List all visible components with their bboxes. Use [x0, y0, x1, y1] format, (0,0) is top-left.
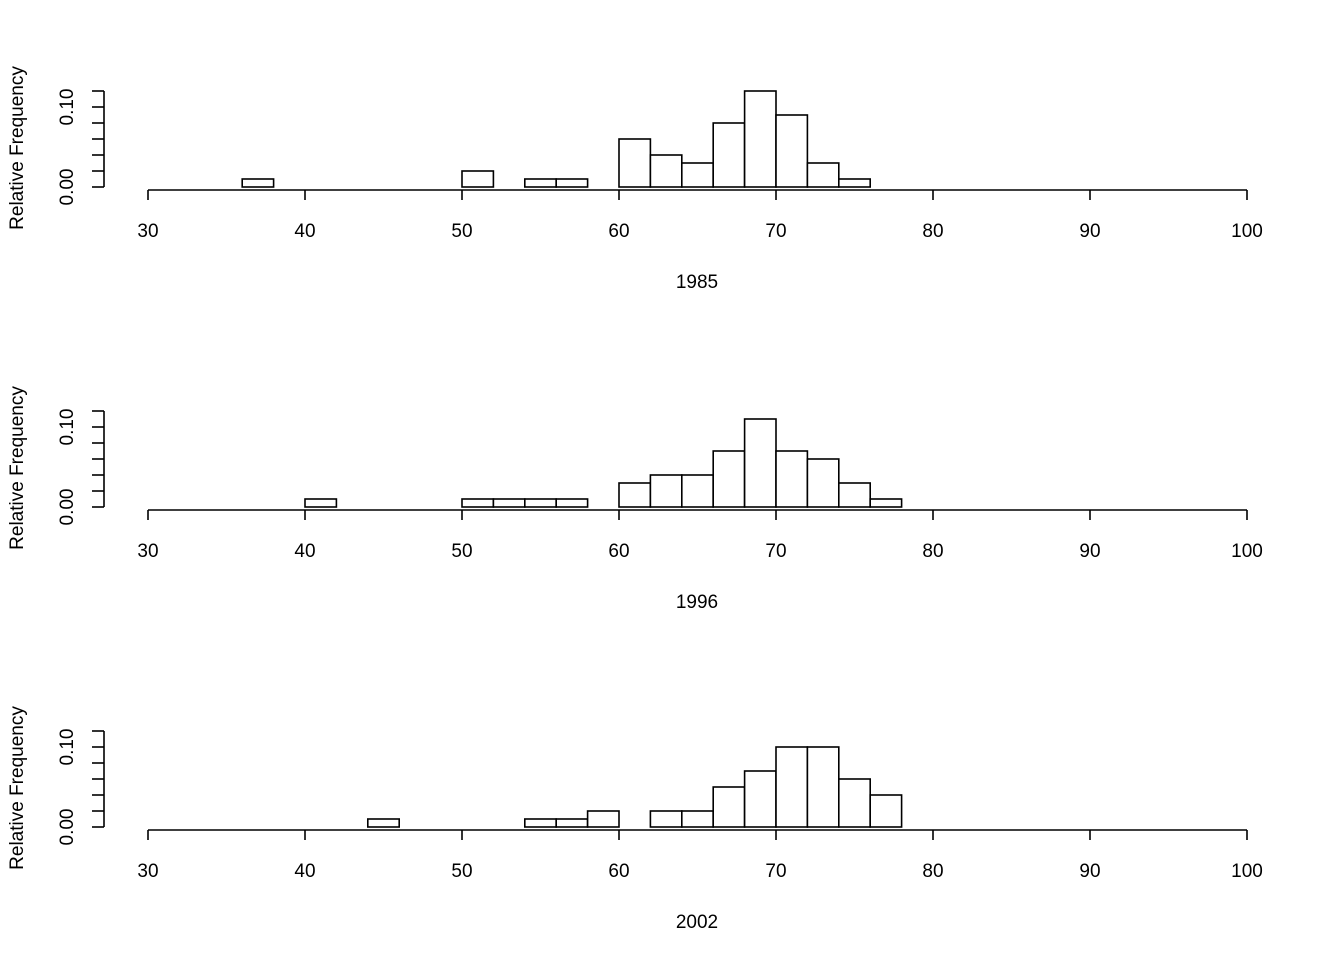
histogram-bar — [555, 178, 589, 188]
histogram-bar — [241, 178, 275, 188]
histogram-bar — [743, 90, 777, 188]
histogram-bar — [649, 810, 683, 828]
x-tick-label: 90 — [1079, 541, 1100, 562]
x-axis-title: 1985 — [676, 272, 718, 293]
histogram-bar — [743, 418, 777, 508]
x-tick-label: 40 — [294, 861, 315, 882]
x-tick-label: 80 — [922, 221, 943, 242]
histogram-bar — [806, 162, 840, 188]
y-tick-label: 0.00 — [57, 169, 78, 206]
histogram-bar — [837, 482, 871, 508]
histogram-bar — [837, 778, 871, 828]
y-tick-label: 0.10 — [57, 409, 78, 446]
panel: 30 40 50 60 70 80 90 100 0.00 0.10 Relative Freque… — [7, 386, 1263, 613]
y-axis-title: Relative Frequency — [7, 66, 28, 230]
x-tick-label: 100 — [1231, 861, 1263, 882]
panel: 30 40 50 60 70 80 90 100 0.00 0.10 Relative Freque… — [7, 706, 1263, 933]
histogram-bar — [649, 474, 683, 508]
histogram-bar — [680, 810, 714, 828]
histogram-bar — [869, 498, 903, 508]
histogram-bar — [461, 170, 495, 188]
x-tick-label: 50 — [451, 221, 472, 242]
x-tick-label: 80 — [922, 861, 943, 882]
x-tick-label: 30 — [137, 541, 158, 562]
x-axis-title: 2002 — [676, 912, 718, 933]
histogram-bar — [743, 770, 777, 828]
x-tick-label: 70 — [765, 541, 786, 562]
x-tick-label: 50 — [451, 861, 472, 882]
histogram-bar — [523, 818, 557, 828]
x-tick-label: 80 — [922, 541, 943, 562]
histogram-bar — [806, 746, 840, 828]
histogram-bar — [492, 498, 526, 508]
histogram-bar — [775, 450, 809, 508]
histogram-bar — [869, 794, 903, 828]
x-tick-label: 90 — [1079, 861, 1100, 882]
x-tick-label: 30 — [137, 221, 158, 242]
histogram-bar — [712, 122, 746, 188]
panel: 30 40 50 60 70 80 90 100 0.00 0.10 Relative Freque… — [7, 66, 1263, 293]
x-tick-label: 70 — [765, 861, 786, 882]
histogram-bar — [837, 178, 871, 188]
x-tick-label: 30 — [137, 861, 158, 882]
y-tick-label: 0.10 — [57, 89, 78, 126]
histogram-bar — [618, 138, 652, 188]
histogram-bar — [523, 498, 557, 508]
histogram-bar — [523, 178, 557, 188]
histogram-bar — [680, 474, 714, 508]
y-axis-title: Relative Frequency — [7, 386, 28, 550]
x-tick-label: 70 — [765, 221, 786, 242]
y-tick-label: 0.10 — [57, 729, 78, 766]
histogram-bar — [366, 818, 400, 828]
histogram-bar — [618, 482, 652, 508]
histogram-bar — [304, 498, 338, 508]
histogram-bar — [680, 162, 714, 188]
x-tick-label: 60 — [608, 541, 629, 562]
histogram-bar — [649, 154, 683, 188]
x-axis-title: 1996 — [676, 592, 718, 613]
x-tick-label: 40 — [294, 221, 315, 242]
histogram-bar — [775, 746, 809, 828]
y-tick-label: 0.00 — [57, 809, 78, 846]
histogram-bar — [775, 114, 809, 188]
y-tick-label: 0.00 — [57, 489, 78, 526]
x-tick-label: 50 — [451, 541, 472, 562]
x-tick-label: 90 — [1079, 221, 1100, 242]
x-tick-label: 40 — [294, 541, 315, 562]
x-tick-label: 100 — [1231, 541, 1263, 562]
histogram-bar — [461, 498, 495, 508]
x-tick-label: 60 — [608, 861, 629, 882]
histogram-bar — [555, 498, 589, 508]
histogram-bar — [555, 818, 589, 828]
histogram-bar — [806, 458, 840, 508]
x-tick-label: 60 — [608, 221, 629, 242]
histogram-bar — [712, 786, 746, 828]
x-tick-label: 100 — [1231, 221, 1263, 242]
y-axis-title: Relative Frequency — [7, 706, 28, 870]
histogram-bar — [712, 450, 746, 508]
histogram-bar — [586, 810, 620, 828]
